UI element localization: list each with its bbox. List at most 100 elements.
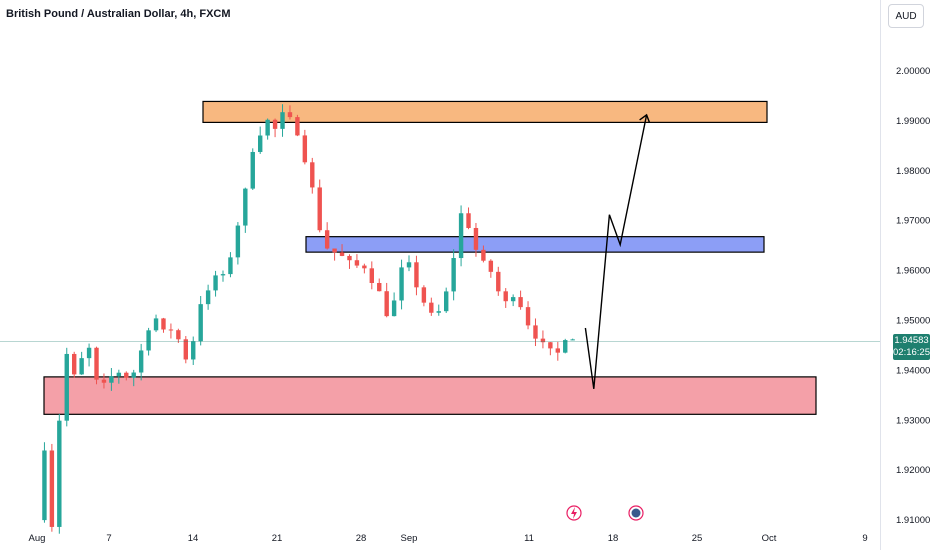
candle-body	[458, 213, 464, 259]
candle-body	[555, 348, 560, 353]
candle-body	[198, 304, 203, 342]
candle-body	[518, 297, 523, 308]
candle-body	[488, 260, 494, 272]
time-tick-label: 11	[524, 533, 534, 544]
candle-body	[228, 257, 233, 275]
candle-body	[265, 119, 270, 136]
candle-body	[176, 330, 181, 340]
candle-body	[414, 262, 419, 288]
candle-body	[399, 267, 404, 301]
time-tick-label: Sep	[401, 533, 418, 544]
candle-body	[339, 252, 345, 256]
candle-body	[124, 372, 129, 378]
candle-body	[451, 258, 456, 292]
candle-body	[570, 339, 575, 341]
candle-body	[64, 353, 69, 421]
price-tick-label: 1.94000	[896, 365, 930, 376]
candle-body	[86, 347, 92, 359]
candle-body	[510, 297, 516, 302]
zones-layer	[43, 100, 817, 415]
candle-body	[153, 318, 159, 331]
time-tick-label: Oct	[762, 533, 777, 544]
candle-body	[384, 291, 389, 317]
projection-layer	[584, 113, 651, 389]
candle-body	[533, 325, 538, 339]
bar-countdown: 02:16:25	[893, 347, 930, 358]
candles-layer	[42, 104, 575, 534]
candle-body	[324, 230, 330, 249]
price-tick-label: 1.98000	[896, 166, 930, 177]
time-tick-label: 21	[272, 533, 283, 544]
price-axis: 2.00000 1.99000 1.98000 1.97000 1.96000 1.950…	[896, 66, 930, 526]
candle-body	[287, 112, 293, 118]
candle-body	[548, 342, 553, 349]
candle-body	[421, 287, 427, 303]
projection-arrowhead	[639, 113, 651, 124]
price-tick-label: 1.97000	[896, 216, 930, 227]
event-icons	[566, 505, 644, 521]
candle-body	[503, 291, 508, 302]
time-tick-label: 7	[106, 533, 111, 544]
candle-body	[183, 339, 188, 360]
last-price-value: 1.94583	[894, 335, 929, 346]
candle-body	[220, 274, 226, 276]
candle-body	[525, 307, 531, 326]
candle-body	[272, 119, 278, 129]
candle-body	[168, 329, 174, 331]
candle-body	[496, 271, 501, 292]
currency-selector[interactable]: AUD	[888, 4, 924, 28]
chart-title: British Pound / Australian Dollar, 4h, F…	[6, 8, 231, 20]
candle-body	[138, 350, 144, 373]
candle-body	[436, 311, 441, 313]
candle-body	[109, 376, 114, 383]
time-tick-label: Aug	[29, 533, 46, 544]
time-tick-label: 18	[608, 533, 619, 544]
zone-support	[43, 376, 817, 415]
candle-body	[317, 187, 322, 231]
candle-body	[406, 262, 412, 268]
candle-body	[72, 353, 77, 375]
candle-body	[250, 151, 255, 189]
projection-line	[584, 114, 648, 389]
candle-body	[369, 268, 374, 283]
candle-body	[213, 275, 218, 291]
dividend-icon	[628, 505, 644, 521]
candle-body	[429, 302, 434, 313]
candle-body	[466, 213, 471, 228]
candle-body	[131, 372, 136, 378]
last-price-tag: 1.94583 02:16:25	[893, 334, 930, 360]
candle-body	[191, 341, 196, 360]
candle-body	[280, 112, 285, 129]
candle-body	[302, 135, 308, 163]
candle-body	[57, 420, 62, 527]
price-tick-label: 1.92000	[896, 465, 930, 476]
candle-body	[205, 290, 211, 305]
candle-body	[310, 162, 315, 188]
candle-body	[481, 249, 486, 261]
candle-body	[146, 330, 151, 351]
candle-body	[563, 340, 568, 353]
time-tick-label: 28	[356, 533, 367, 544]
time-tick-label: 14	[188, 533, 199, 544]
price-tick-label: 1.93000	[896, 415, 930, 426]
candle-body	[161, 318, 166, 330]
price-tick-label: 1.91000	[896, 515, 930, 526]
price-axis-divider	[880, 0, 881, 550]
candle-body	[258, 135, 263, 152]
candle-body	[362, 265, 367, 269]
candle-body	[377, 282, 382, 292]
zone-middle	[305, 236, 765, 253]
candle-body	[473, 227, 479, 250]
price-tick-label: 1.99000	[896, 116, 930, 127]
price-tick-label: 1.95000	[896, 316, 930, 327]
candle-body	[49, 450, 55, 527]
candle-body	[347, 255, 352, 261]
candle-body	[540, 338, 546, 343]
candle-body	[235, 225, 241, 258]
candle-body	[354, 260, 360, 266]
candle-body	[101, 379, 107, 383]
price-tick-label: 1.96000	[896, 266, 930, 277]
candle-body	[94, 347, 99, 380]
candle-body	[116, 372, 122, 377]
